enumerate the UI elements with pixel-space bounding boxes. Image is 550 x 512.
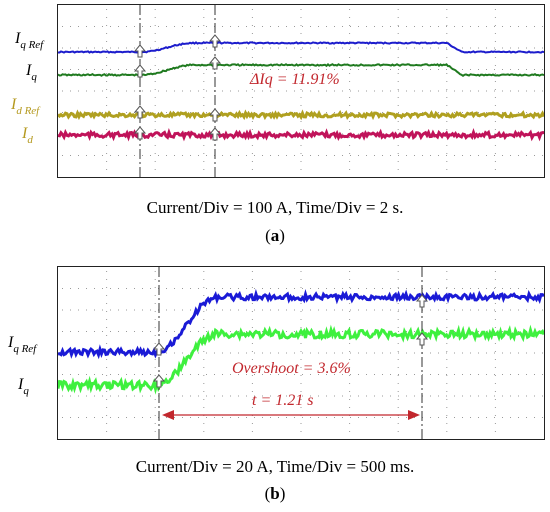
time-span-arrow [162,410,420,420]
label-iqref-a: Iq Ref [15,30,44,51]
caption-a: Current/Div = 100 A, Time/Div = 2 s. [146,198,404,217]
time-annotation: t = 1.21 s [252,392,313,409]
label-iq-b: Iq [18,376,29,397]
trace-iq [56,324,546,395]
scope-panel-b: Overshoot = 3.6% t = 1.21 s [56,266,546,440]
scope-b-plot: Overshoot = 3.6% t = 1.21 s [56,267,546,439]
panel-label-b: (b) [264,484,286,503]
trace-iq-ref [57,288,546,360]
scope-panel-a: ΔIq = 11.91% [56,4,546,178]
marker-a-6 [208,56,222,70]
marker-a-2 [133,64,147,78]
marker-a-1 [133,44,147,58]
marker-a-3 [133,105,147,119]
marker-a-4 [133,126,147,140]
label-id-a: Id [22,125,33,146]
trace-id [57,127,544,142]
panel-label-a: (a) [265,226,285,245]
marker-a-5 [208,34,222,48]
trace-id-ref [56,109,546,121]
overshoot-annotation: Overshoot = 3.6% [232,360,351,377]
scope-a-plot: ΔIq = 11.91% [56,5,546,177]
caption-b: Current/Div = 20 A, Time/Div = 500 ms. [135,457,415,476]
label-iqref-b: Iq Ref [8,334,37,355]
marker-b-3 [415,294,429,308]
delta-iq-annotation: ΔIq = 11.91% [249,71,340,88]
marker-a-7 [208,108,222,122]
marker-b-1 [152,342,166,356]
marker-b-4 [415,332,429,346]
trace-iq-ref [58,41,545,54]
label-iq-a: Iq [26,62,37,83]
marker-b-2 [152,374,166,388]
scope-grid [62,9,543,170]
label-idref-a: Id Ref [11,96,40,117]
marker-a-8 [208,127,222,141]
